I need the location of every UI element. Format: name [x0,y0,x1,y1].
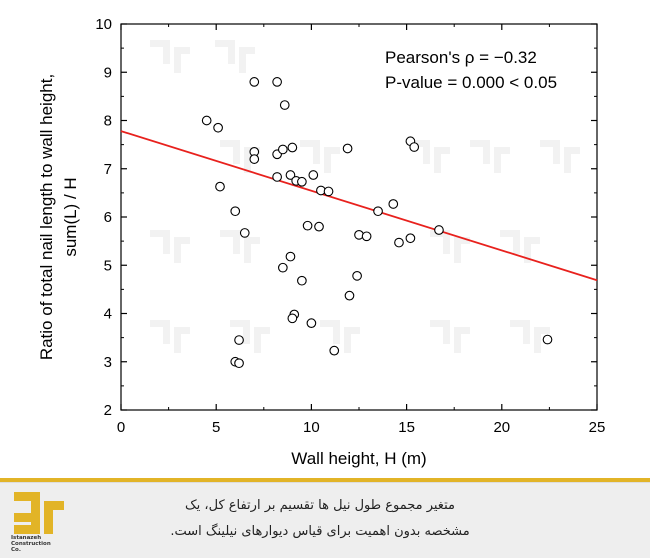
data-point [329,345,340,356]
data-point [249,77,260,87]
data-point [287,313,298,324]
data-point [297,176,307,187]
data-point [234,358,244,369]
watermark-logo [150,40,190,73]
data-point [302,220,313,231]
data-point [373,206,383,217]
watermark-logo [215,40,255,73]
data-point [306,318,317,329]
data-point [542,334,553,345]
company-logo-text: Istanazeh Construction Co. [11,535,67,553]
watermark-logo [410,140,450,173]
data-point [352,271,362,281]
y-tick-label: 3 [104,354,112,371]
y-tick-label: 10 [95,16,112,33]
data-point [434,225,444,235]
data-point [388,199,399,209]
data-point [285,251,296,262]
watermark-logo [300,140,340,173]
data-point [234,335,244,345]
data-point [285,170,296,180]
data-point [361,231,372,242]
x-tick-label: 10 [303,419,320,436]
data-point [277,262,288,273]
watermark-logo [540,140,580,173]
watermark-logo [510,320,550,353]
y-axis-label-line1: Ratio of total nail length to wall heigh… [37,74,56,360]
data-point [230,206,241,217]
logo-text-line1: Istanazeh [11,535,42,541]
x-tick-labels: 0 5 10 15 20 25 [117,419,606,436]
data-point [308,170,319,180]
watermark-logo [470,140,510,173]
company-logo [14,492,64,534]
data-point [201,115,212,126]
y-tick-label: 2 [104,402,112,419]
pearson-annotation: Pearson's ρ = −0.32 [385,48,537,67]
footer-accent-bar [0,478,650,482]
pvalue-annotation: P-value = 0.000 < 0.05 [385,73,557,92]
data-point [344,290,355,301]
data-point [249,154,260,164]
data-point [297,275,307,286]
axis-ticks [120,23,598,411]
data-point [279,100,290,110]
watermark-logo [220,230,260,263]
data-point [342,143,353,154]
x-tick-label: 25 [589,419,606,436]
data-point [287,142,298,153]
y-tick-label: 7 [104,161,112,178]
logo-text-line3: Co. [11,547,21,553]
chart-area: 0 5 10 15 20 25 2 3 4 5 6 7 8 9 10 Pearson's ρ = −0.3… [37,16,606,468]
y-tick-label: 5 [104,257,112,274]
caption-text: متغیر مجموع طول نیل ها تقسیم بر ارتفاع ک… [110,493,530,545]
y-tick-label: 9 [104,64,112,81]
data-point [213,122,223,133]
data-point [239,228,250,238]
data-points [201,77,553,369]
watermark-logo [150,320,190,353]
x-tick-label: 15 [398,419,415,436]
x-axis-label: Wall height, H (m) [291,449,426,468]
y-axis-label-line2: sum(L) / H [61,177,80,256]
x-tick-label: 20 [493,419,510,436]
data-point [409,142,420,152]
regression-line [120,130,598,282]
data-point [272,172,282,182]
x-tick-label: 5 [212,419,220,436]
watermark-logo [430,320,470,353]
y-tick-label: 4 [104,306,112,323]
data-point [394,237,404,248]
y-tick-label: 8 [104,113,112,130]
caption-line-1: متغیر مجموع طول نیل ها تقسیم بر ارتفاع ک… [185,498,455,513]
data-point [314,221,324,232]
watermark-logo [230,320,270,353]
caption-line-2: مشخصه بدون اهمیت برای قیاس دیوارهای نیلی… [170,524,470,539]
watermark-logo [320,320,360,353]
y-tick-label: 6 [104,209,112,226]
x-tick-label: 0 [117,419,125,436]
data-point [323,186,334,197]
data-point [272,77,282,87]
logo-text-line2: Construction [11,541,51,547]
watermark-logo [500,230,540,263]
watermark-layer [150,40,580,353]
watermark-logo [150,230,190,263]
data-point [277,144,288,155]
scatter-chart: 0 5 10 15 20 25 2 3 4 5 6 7 8 9 10 Pearson's ρ = −0.3… [37,16,606,468]
data-point [405,233,416,244]
data-point [215,181,225,192]
y-tick-labels: 2 3 4 5 6 7 8 9 10 [95,16,112,419]
footer-caption-panel: Istanazeh Construction Co. متغیر مجموع ط… [0,482,650,558]
